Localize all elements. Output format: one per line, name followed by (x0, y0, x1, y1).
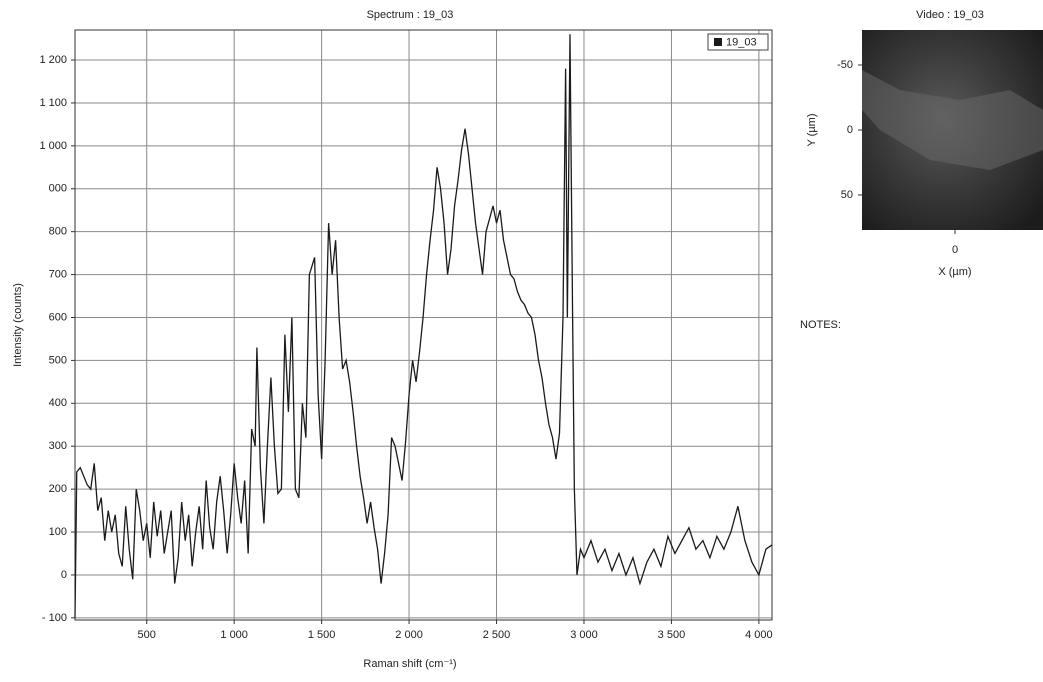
y-tick-label: 1 200 (39, 54, 67, 66)
x-tick-label: 3 500 (658, 629, 686, 641)
legend-label: 19_03 (726, 36, 757, 48)
x-axis-label: Raman shift (cm⁻¹) (363, 658, 456, 670)
y-tick-label: 600 (49, 311, 67, 323)
video-y-label: Y (µm) (806, 113, 818, 146)
video-y-tick-label: 0 (847, 124, 853, 136)
legend-swatch (714, 38, 722, 46)
video-y-tick-label: -50 (837, 59, 853, 71)
y-tick-label: 1 000 (39, 140, 67, 152)
y-axis-label: Intensity (counts) (12, 283, 24, 367)
legend: 19_03 (707, 33, 769, 51)
y-tick-label: 400 (49, 397, 67, 409)
x-tick-label: 4 000 (745, 629, 773, 641)
x-tick-label: 1 500 (308, 629, 336, 641)
y-tick-label: 0 (61, 569, 67, 581)
video-x-label: X (µm) (938, 266, 971, 278)
notes-label: NOTES: (800, 319, 841, 331)
y-tick-label: 100 (49, 526, 67, 538)
plot-background (75, 30, 772, 620)
y-tick-label: 500 (49, 354, 67, 366)
y-tick-label: 700 (49, 268, 67, 280)
video-x-tick-label: 0 (952, 244, 958, 256)
x-tick-label: 3 000 (570, 629, 598, 641)
video-y-tick-label: 50 (841, 189, 853, 201)
legend-box (707, 33, 769, 51)
y-tick-label: 000 (49, 183, 67, 195)
x-tick-label: 2 000 (395, 629, 423, 641)
plot-frame (74, 29, 773, 621)
video-texture (862, 70, 1043, 170)
y-tick-label: 200 (49, 483, 67, 495)
x-tick-label: 1 000 (220, 629, 248, 641)
video-title: Video : 19_03 (916, 9, 984, 21)
x-tick-label: 500 (138, 629, 156, 641)
video-ticks: -50 0 50 0 (837, 59, 958, 256)
x-tick-label: 2 500 (483, 629, 511, 641)
spectrum-line (74, 34, 773, 618)
y-tick-label: 1 100 (39, 97, 67, 109)
plot-area: - 100 0 100 200 300 400 500 600 700 800 000 1 000 1 … (39, 29, 773, 641)
y-tick-label: - 100 (42, 612, 67, 624)
y-tick-label: 800 (49, 226, 67, 238)
chart-title: Spectrum : 19_03 (367, 9, 454, 21)
y-tick-label: 300 (49, 440, 67, 452)
